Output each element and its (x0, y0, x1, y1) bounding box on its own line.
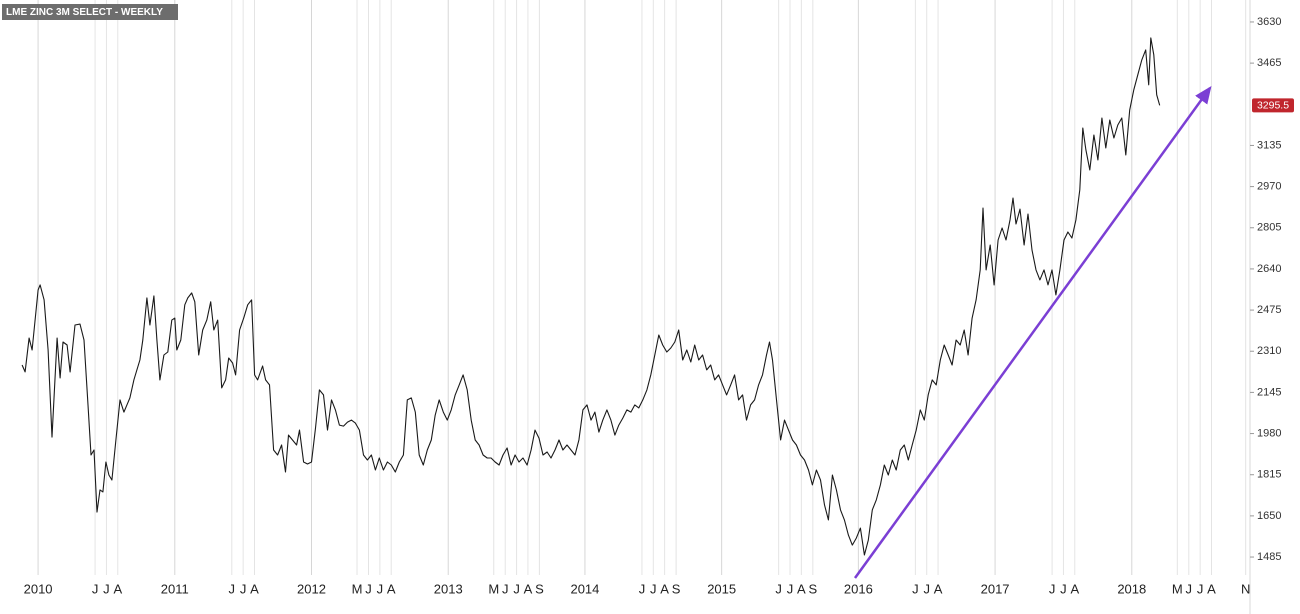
x-tick-label: J (775, 581, 782, 596)
x-tick-label: J (912, 581, 919, 596)
x-tick-label: A (250, 581, 259, 596)
x-tick-label: A (660, 581, 669, 596)
y-tick-label: 1650 (1257, 510, 1281, 522)
x-tick-label: 2011 (161, 581, 189, 596)
x-tick-label: J (240, 581, 247, 596)
x-tick-label: 2018 (1117, 581, 1146, 596)
title-box (2, 4, 178, 20)
x-tick-label: A (524, 581, 533, 596)
x-tick-label: 2014 (570, 581, 599, 596)
x-tick-label: J (377, 581, 384, 596)
x-tick-label: J (229, 581, 236, 596)
y-tick-label: 2640 (1257, 263, 1281, 275)
x-tick-label: A (1070, 581, 1079, 596)
y-tick-label: 1485 (1257, 551, 1281, 563)
x-tick-label: J (1186, 581, 1193, 596)
chart-title: LME ZINC 3M SELECT - WEEKLY (6, 7, 163, 18)
x-tick-label: J (103, 581, 110, 596)
x-tick-label: 2013 (434, 581, 463, 596)
plot-area (21, 37, 1161, 556)
x-tick-label: J (513, 581, 520, 596)
x-tick-label: 2010 (24, 581, 53, 596)
x-tick-label: N (1241, 581, 1250, 596)
y-tick-label: 2970 (1257, 181, 1281, 193)
x-tick-label: S (809, 581, 818, 596)
x-tick-label: J (1197, 581, 1204, 596)
x-tick-label: J (923, 581, 930, 596)
y-tick-label: 3630 (1257, 16, 1281, 28)
x-tick-label: 2017 (981, 581, 1010, 596)
x-tick-label: J (365, 581, 372, 596)
x-tick-label: J (639, 581, 646, 596)
price-tag (1252, 98, 1294, 113)
price-tag-label: 3295.5 (1257, 100, 1289, 112)
x-tick-label: A (1207, 581, 1216, 596)
x-tick-label: 2016 (844, 581, 873, 596)
x-tick-label: A (934, 581, 943, 596)
x-tick-label: M (1172, 581, 1183, 596)
y-tick-label: 1980 (1257, 427, 1281, 439)
x-tick-label: A (797, 581, 806, 596)
y-tick-label: 2475 (1257, 304, 1281, 316)
x-tick-label: J (1060, 581, 1067, 596)
y-tick-label: 2805 (1257, 222, 1281, 234)
y-tick-label: 2145 (1257, 386, 1281, 398)
x-tick-label: J (787, 581, 794, 596)
y-tick-label: 2310 (1257, 345, 1281, 357)
x-tick-label: J (92, 581, 99, 596)
x-tick-label: A (113, 581, 122, 596)
x-tick-label: M (352, 581, 363, 596)
x-tick-label: J (502, 581, 509, 596)
x-tick-label: S (672, 581, 681, 596)
x-tick-label: 2012 (297, 581, 326, 596)
x-tick-label: J (1049, 581, 1056, 596)
price-line (21, 37, 1161, 556)
y-tick-label: 3135 (1257, 139, 1281, 151)
y-tick-label: 3465 (1257, 57, 1281, 69)
x-tick-label: 2015 (707, 581, 736, 596)
x-tick-label: A (387, 581, 396, 596)
y-tick-label: 1815 (1257, 469, 1281, 481)
x-tick-label: M (488, 581, 499, 596)
x-tick-label: S (535, 581, 544, 596)
grid (37, 0, 1247, 575)
trend-arrow (853, 85, 1212, 579)
x-tick-label: J (650, 581, 657, 596)
